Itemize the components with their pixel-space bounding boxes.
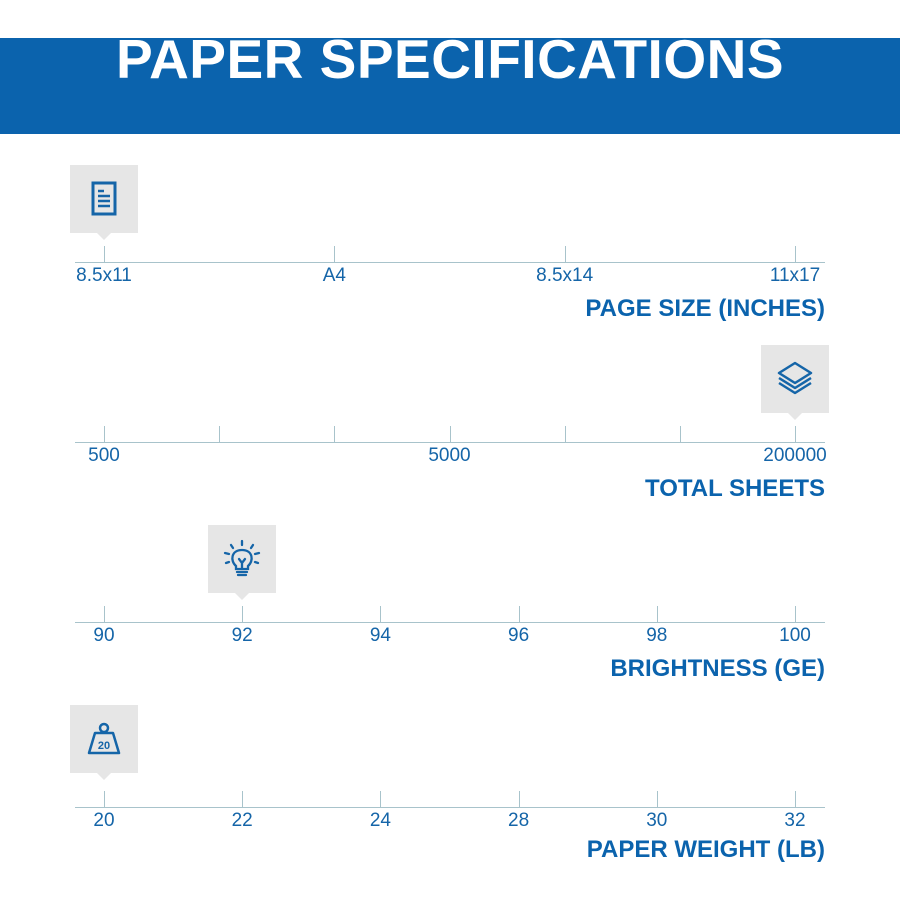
selected-marker: 20 bbox=[70, 705, 138, 780]
tick-label: A4 bbox=[322, 265, 346, 286]
selected-marker bbox=[761, 345, 829, 420]
header-banner: PAPER SPECIFICATIONS bbox=[0, 32, 900, 134]
axis-tick bbox=[104, 246, 105, 262]
axis-tick bbox=[564, 246, 566, 262]
tick-label: 22 bbox=[231, 810, 253, 831]
axis-line bbox=[75, 262, 825, 263]
axis-tick bbox=[518, 606, 520, 622]
tick-label: 100 bbox=[779, 625, 811, 646]
spec-title: PAPER WEIGHT (LB) bbox=[586, 836, 825, 863]
tick-label: 92 bbox=[231, 625, 253, 646]
tick-label: 98 bbox=[646, 625, 668, 646]
tick-label: 96 bbox=[508, 625, 530, 646]
tick-label: 28 bbox=[508, 810, 530, 831]
tick-label: 8.5x14 bbox=[536, 265, 594, 286]
tick-label: 24 bbox=[369, 810, 391, 831]
axis-tick bbox=[656, 791, 658, 807]
tick-label: 94 bbox=[369, 625, 391, 646]
axis-tick bbox=[380, 791, 382, 807]
axis-tick bbox=[564, 426, 566, 442]
axis-tick bbox=[656, 606, 658, 622]
axis-tick bbox=[518, 791, 520, 807]
axis-tick bbox=[795, 791, 796, 807]
tick-label: 200000 bbox=[763, 445, 827, 466]
selected-marker bbox=[208, 525, 277, 600]
axis-tick bbox=[104, 426, 105, 442]
axis-tick bbox=[334, 426, 336, 442]
tick-label: 8.5x11 bbox=[76, 265, 132, 286]
axis-tick bbox=[242, 606, 244, 622]
axis-tick bbox=[679, 426, 681, 442]
axis-tick bbox=[219, 426, 221, 442]
tick-label: 500 bbox=[88, 445, 120, 466]
axis-tick bbox=[104, 606, 105, 622]
spec-title: TOTAL SHEETS bbox=[644, 475, 825, 502]
axis-tick bbox=[242, 791, 244, 807]
axis-tick bbox=[380, 606, 382, 622]
tick-label: 30 bbox=[646, 810, 668, 831]
spec-title: BRIGHTNESS (GE) bbox=[610, 655, 825, 682]
axis-tick bbox=[104, 791, 105, 807]
tick-label: 90 bbox=[93, 625, 115, 646]
axis-tick bbox=[795, 246, 796, 262]
axis-line bbox=[75, 622, 825, 623]
axis-tick bbox=[449, 426, 451, 442]
axis-line bbox=[75, 807, 825, 808]
page-title: PAPER SPECIFICATIONS bbox=[115, 28, 785, 90]
spec-title: PAGE SIZE (INCHES) bbox=[585, 295, 825, 322]
axis-tick bbox=[795, 426, 796, 442]
axis-tick bbox=[795, 606, 796, 622]
selected-marker bbox=[70, 165, 138, 240]
tick-label: 20 bbox=[93, 810, 115, 831]
axis-line bbox=[75, 442, 825, 443]
tick-label: 5000 bbox=[428, 445, 471, 466]
tick-label: 11x17 bbox=[769, 265, 821, 286]
axis-tick bbox=[334, 246, 336, 262]
svg-text:20: 20 bbox=[98, 740, 110, 752]
tick-label: 32 bbox=[784, 810, 806, 831]
